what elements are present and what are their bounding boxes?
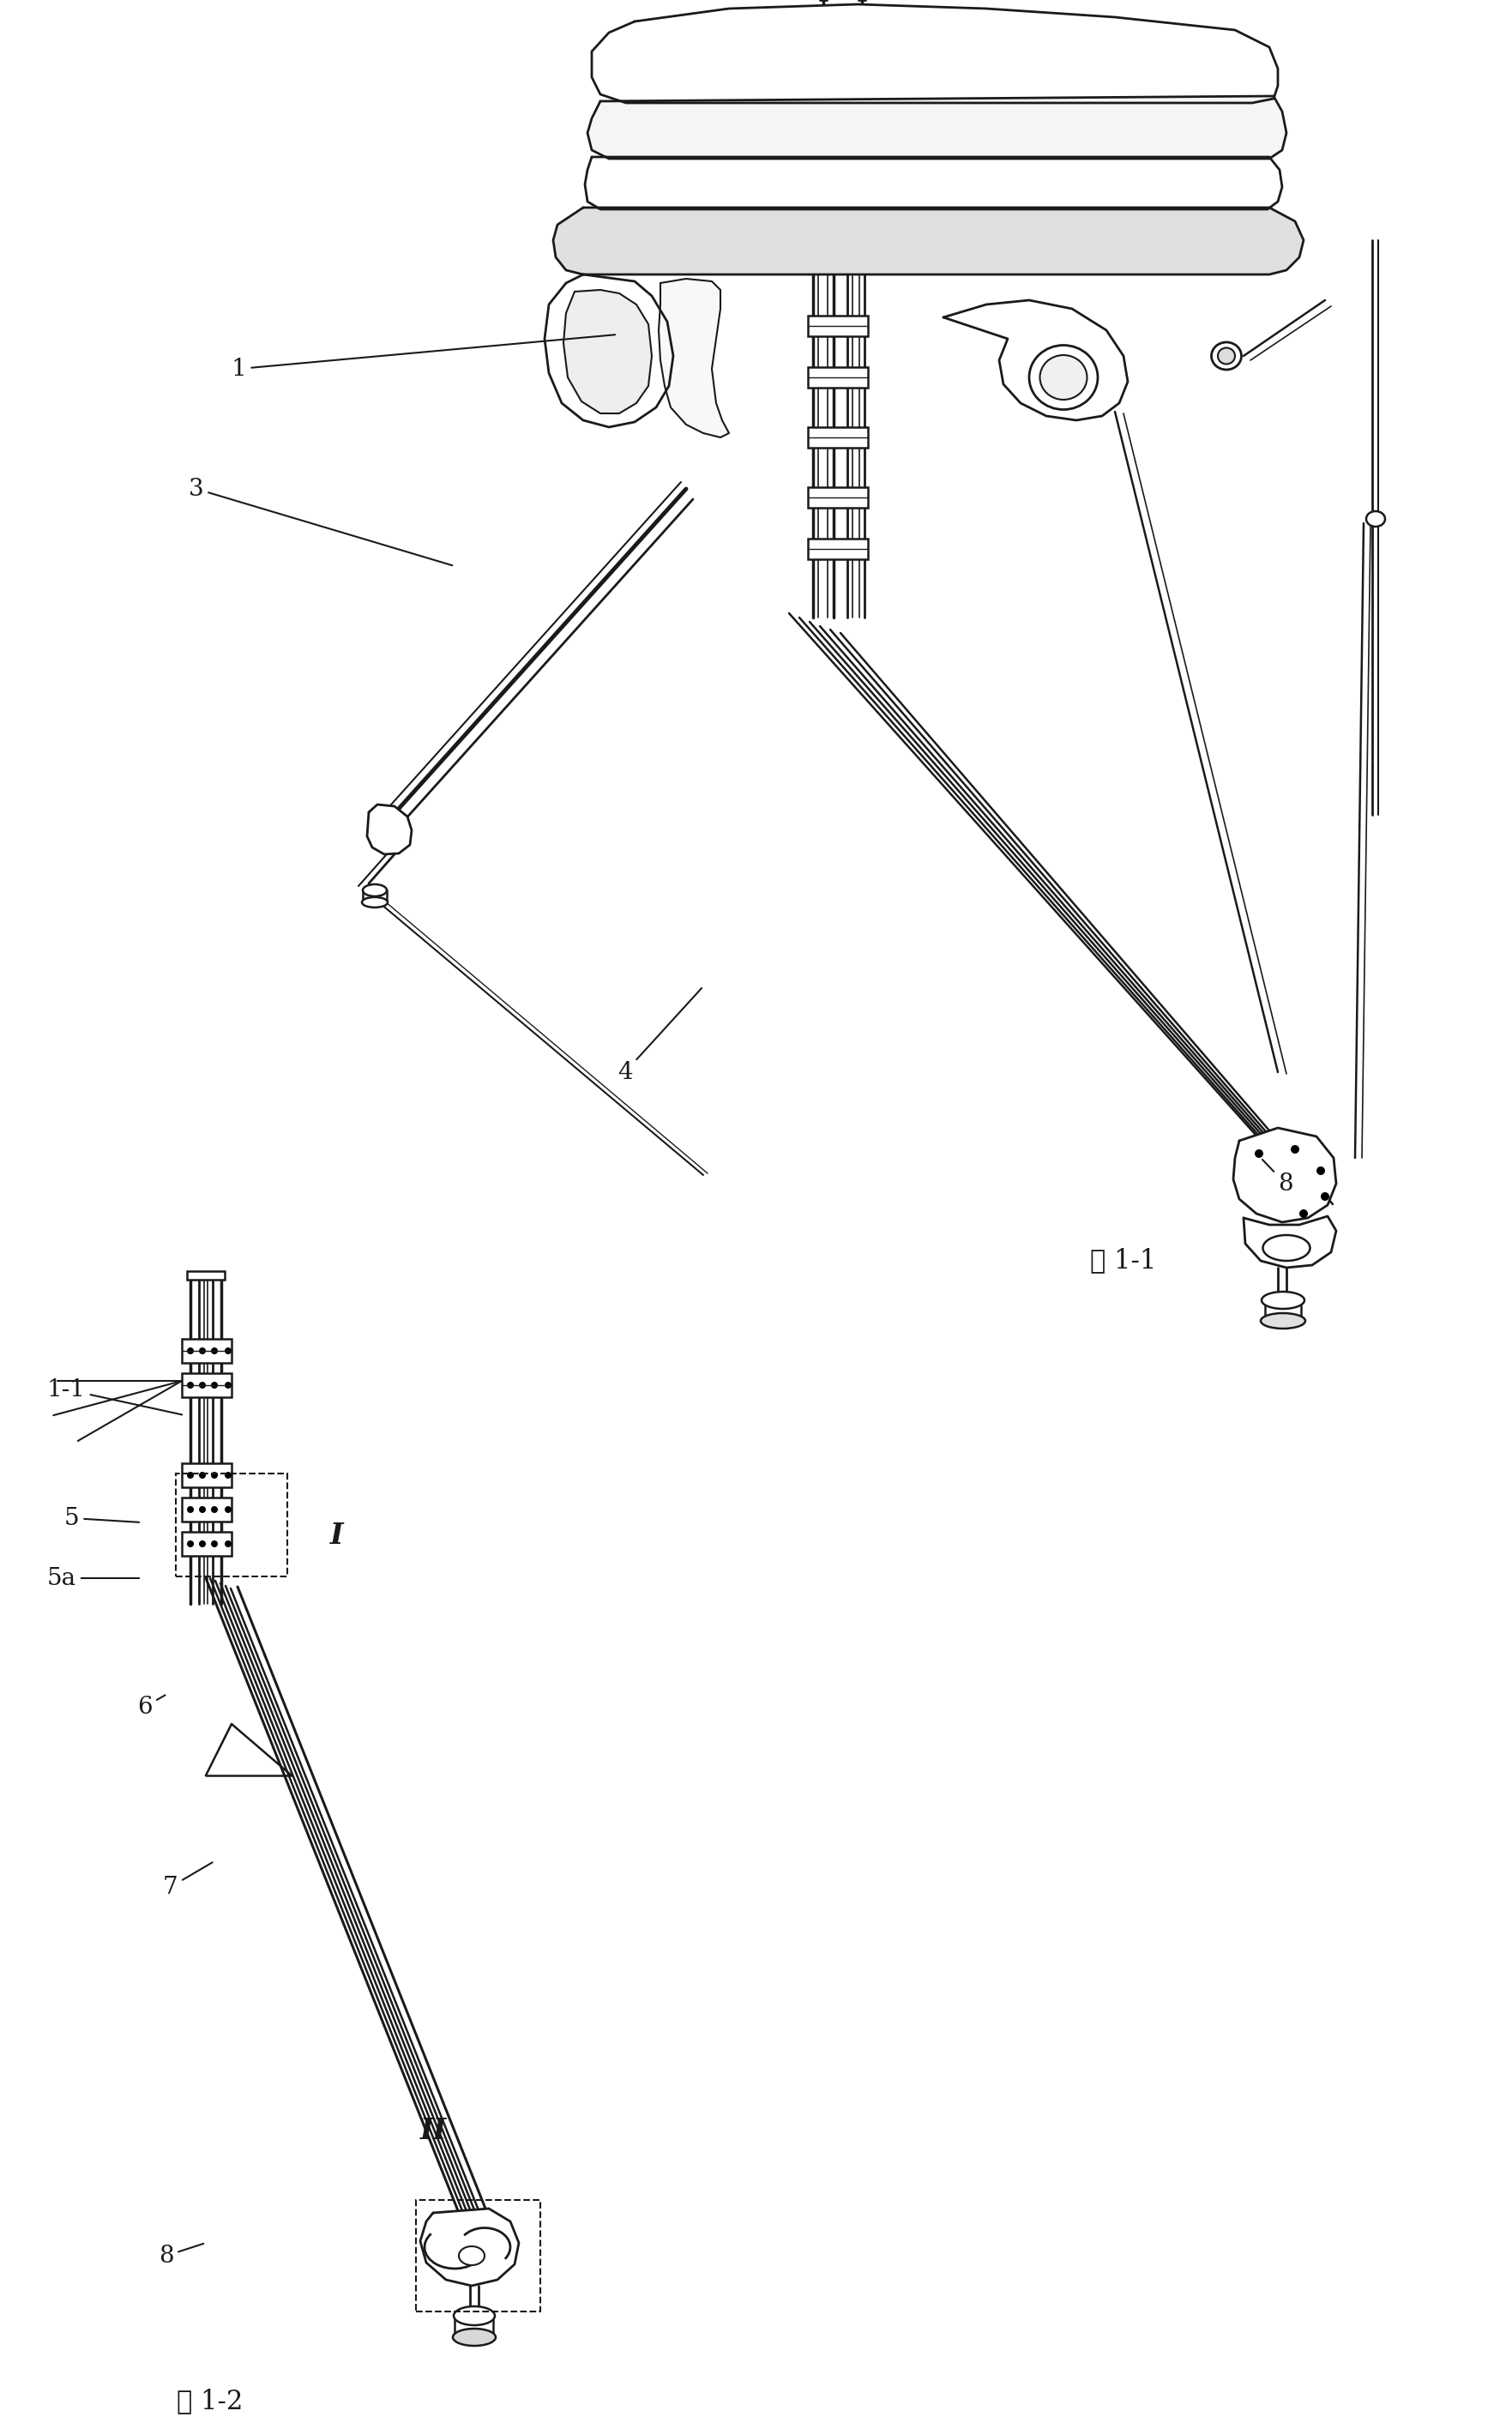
Ellipse shape [212,1471,218,1478]
Ellipse shape [187,1507,194,1512]
Ellipse shape [1291,1144,1299,1154]
Ellipse shape [361,896,387,908]
Ellipse shape [860,545,866,553]
Ellipse shape [225,1381,231,1388]
Ellipse shape [452,2328,496,2345]
Ellipse shape [860,375,866,380]
Ellipse shape [860,494,866,502]
Polygon shape [564,290,652,414]
Polygon shape [1243,1215,1337,1269]
Ellipse shape [813,324,820,329]
Ellipse shape [212,1507,218,1512]
Bar [181,1498,231,1522]
Ellipse shape [1211,343,1241,370]
Ellipse shape [1261,1312,1305,1330]
Ellipse shape [829,375,835,380]
Text: II: II [420,2116,448,2145]
Ellipse shape [860,433,866,441]
Text: 5a: 5a [47,1566,139,1590]
Ellipse shape [187,1347,194,1354]
Polygon shape [659,278,729,438]
Ellipse shape [813,494,820,502]
Text: I: I [330,1522,343,1549]
Ellipse shape [1263,1235,1309,1261]
Text: 8: 8 [1263,1159,1293,1196]
Ellipse shape [454,2306,494,2325]
Ellipse shape [187,1471,194,1478]
Bar [416,2199,540,2311]
Polygon shape [943,300,1128,421]
Ellipse shape [1030,346,1098,409]
Ellipse shape [225,1541,231,1546]
Polygon shape [553,207,1303,275]
Text: 3: 3 [189,477,452,565]
Ellipse shape [813,375,820,380]
Text: 1: 1 [231,334,615,380]
Ellipse shape [458,2248,484,2265]
Bar [807,538,868,560]
Ellipse shape [844,494,850,502]
Ellipse shape [860,324,866,329]
Bar [807,426,868,448]
Ellipse shape [225,1347,231,1354]
Text: 7: 7 [163,1863,212,1899]
Ellipse shape [187,1381,194,1388]
Ellipse shape [200,1507,206,1512]
Polygon shape [420,2209,519,2286]
Polygon shape [367,804,411,855]
Text: 1-1: 1-1 [47,1378,181,1415]
Ellipse shape [1040,356,1087,399]
Ellipse shape [813,433,820,441]
Ellipse shape [1317,1166,1325,1176]
Ellipse shape [200,1541,206,1546]
Ellipse shape [1217,348,1235,365]
Polygon shape [588,95,1287,158]
Ellipse shape [1367,511,1385,526]
Text: 6: 6 [138,1695,165,1719]
Polygon shape [585,156,1282,209]
Ellipse shape [200,1471,206,1478]
Polygon shape [591,5,1278,102]
Ellipse shape [829,545,835,553]
Ellipse shape [363,884,387,896]
Bar [181,1339,231,1364]
Ellipse shape [212,1381,218,1388]
Ellipse shape [212,1347,218,1354]
Text: 5: 5 [65,1507,139,1529]
Ellipse shape [813,545,820,553]
Ellipse shape [212,1541,218,1546]
Text: 8: 8 [159,2243,204,2267]
Bar [187,1271,225,1281]
Bar [807,487,868,509]
Bar [807,368,868,387]
Polygon shape [1234,1127,1337,1222]
Polygon shape [544,275,673,426]
Text: 图 1-1: 图 1-1 [1090,1247,1157,1274]
Bar [807,317,868,336]
Ellipse shape [844,324,850,329]
Bar [181,1532,231,1556]
Bar [175,1473,287,1575]
Ellipse shape [200,1381,206,1388]
Bar [181,1373,231,1398]
Ellipse shape [225,1507,231,1512]
Text: 4: 4 [617,989,702,1084]
Bar [181,1463,231,1488]
Ellipse shape [1321,1193,1329,1200]
Ellipse shape [844,375,850,380]
Ellipse shape [225,1471,231,1478]
Ellipse shape [200,1347,206,1354]
Ellipse shape [187,1541,194,1546]
Ellipse shape [829,433,835,441]
Ellipse shape [1299,1210,1308,1218]
Ellipse shape [844,545,850,553]
Ellipse shape [829,494,835,502]
Text: 图 1-2: 图 1-2 [177,2389,243,2416]
Ellipse shape [1255,1149,1264,1159]
Ellipse shape [844,433,850,441]
Ellipse shape [829,324,835,329]
Ellipse shape [1261,1291,1305,1310]
